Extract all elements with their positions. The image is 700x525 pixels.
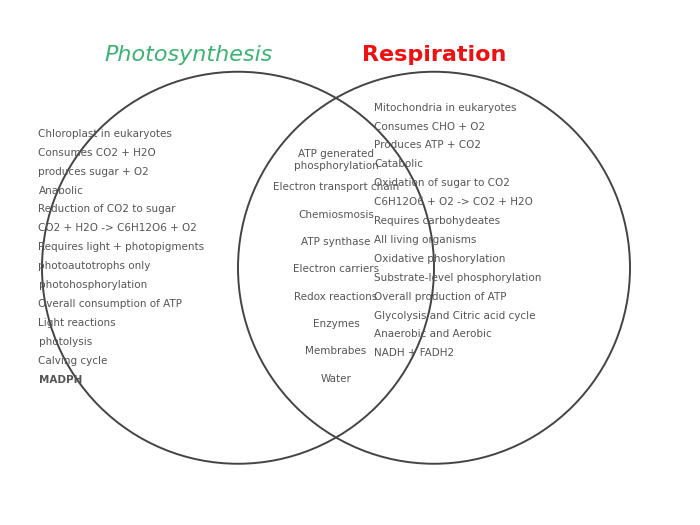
Text: ATP generated
phosphorylation: ATP generated phosphorylation xyxy=(293,149,379,171)
Text: Produces ATP + CO2: Produces ATP + CO2 xyxy=(374,140,482,151)
Text: Respiration: Respiration xyxy=(362,45,506,65)
Text: Membrabes: Membrabes xyxy=(305,346,367,356)
Text: Anabolic: Anabolic xyxy=(38,185,83,196)
Text: Electron carriers: Electron carriers xyxy=(293,264,379,275)
Text: ATP synthase: ATP synthase xyxy=(301,237,371,247)
Text: C6H12O6 + O2 -> CO2 + H2O: C6H12O6 + O2 -> CO2 + H2O xyxy=(374,197,533,207)
Text: Chloroplast in eukaryotes: Chloroplast in eukaryotes xyxy=(38,129,172,139)
Text: Enzymes: Enzymes xyxy=(313,319,359,329)
Text: photohosphorylation: photohosphorylation xyxy=(38,280,147,290)
Text: Overall production of ATP: Overall production of ATP xyxy=(374,291,507,302)
Text: NADH + FADH2: NADH + FADH2 xyxy=(374,348,454,359)
Text: photolysis: photolysis xyxy=(38,337,92,347)
Text: Electron transport chain: Electron transport chain xyxy=(273,182,399,193)
Text: Chemiosmosis: Chemiosmosis xyxy=(298,209,374,220)
Text: Mitochondria in eukaryotes: Mitochondria in eukaryotes xyxy=(374,102,517,113)
Text: Anaerobic and Aerobic: Anaerobic and Aerobic xyxy=(374,329,492,340)
Text: Consumes CHO + O2: Consumes CHO + O2 xyxy=(374,121,486,132)
Text: Redox reactions: Redox reactions xyxy=(295,291,377,302)
Text: MADPH: MADPH xyxy=(38,374,82,385)
Text: Requires carbohydeates: Requires carbohydeates xyxy=(374,216,500,226)
Text: Substrate-level phosphorylation: Substrate-level phosphorylation xyxy=(374,272,542,283)
Text: photoautotrophs only: photoautotrophs only xyxy=(38,261,151,271)
Text: Photosynthesis: Photosynthesis xyxy=(105,45,273,65)
Text: CO2 + H2O -> C6H12O6 + O2: CO2 + H2O -> C6H12O6 + O2 xyxy=(38,223,197,234)
Text: Glycolysis and Citric acid cycle: Glycolysis and Citric acid cycle xyxy=(374,310,536,321)
Text: Calving cycle: Calving cycle xyxy=(38,355,108,366)
Text: Light reactions: Light reactions xyxy=(38,318,116,328)
Text: Reduction of CO2 to sugar: Reduction of CO2 to sugar xyxy=(38,204,176,215)
Text: Requires light + photopigments: Requires light + photopigments xyxy=(38,242,204,253)
Text: Oxidative phoshorylation: Oxidative phoshorylation xyxy=(374,254,506,264)
Text: Water: Water xyxy=(321,373,351,384)
Text: Overall consumption of ATP: Overall consumption of ATP xyxy=(38,299,183,309)
Text: Catabolic: Catabolic xyxy=(374,159,423,170)
Text: Oxidation of sugar to CO2: Oxidation of sugar to CO2 xyxy=(374,178,510,188)
Text: All living organisms: All living organisms xyxy=(374,235,477,245)
Text: produces sugar + O2: produces sugar + O2 xyxy=(38,166,149,177)
Text: Consumes CO2 + H2O: Consumes CO2 + H2O xyxy=(38,148,156,158)
